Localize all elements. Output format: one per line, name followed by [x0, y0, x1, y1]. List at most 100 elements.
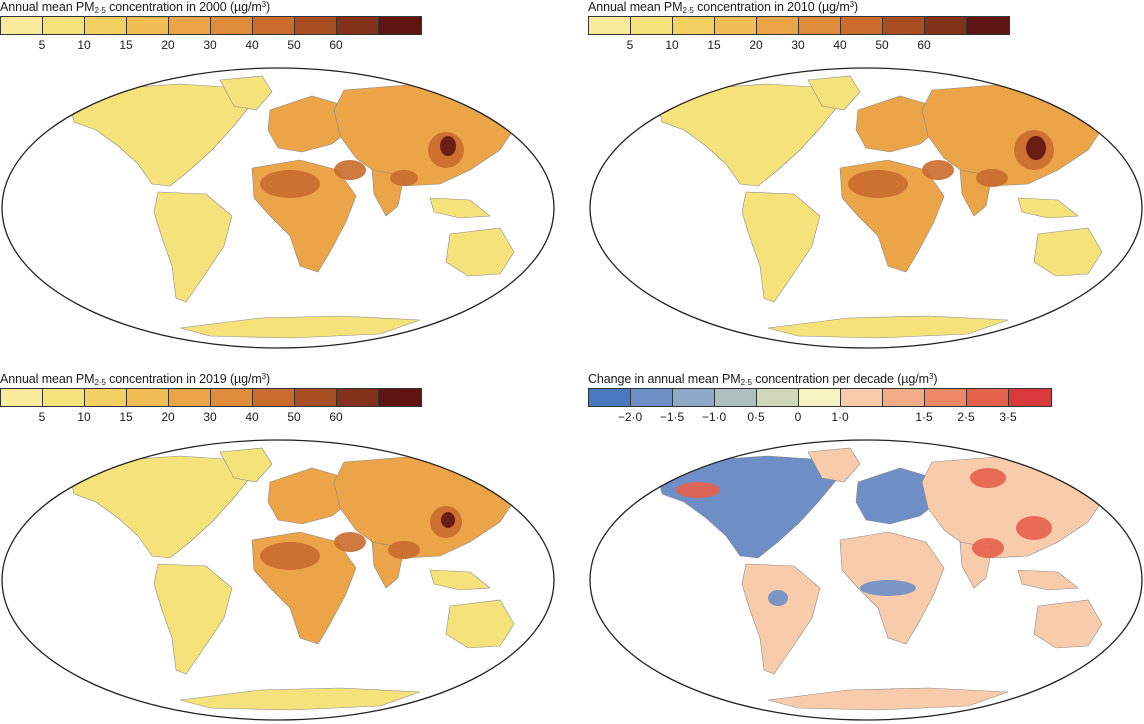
legend-tick-label: 15	[119, 410, 133, 424]
legend-tick-label: 60	[329, 410, 343, 424]
legend-swatch	[715, 17, 757, 34]
landmass-maritime-se-asia	[1017, 569, 1079, 591]
landmass-north-america	[657, 455, 839, 559]
legend-tick-label: −1·5	[659, 410, 685, 424]
landmass-europe	[267, 467, 353, 525]
china-peak	[441, 512, 455, 528]
legend-swatch	[169, 389, 211, 406]
landmass-north-america	[657, 83, 839, 187]
legend-swatch	[169, 17, 211, 34]
landmass-antarctica	[179, 687, 421, 711]
landmass-antarctica	[767, 687, 1009, 711]
map-frame	[589, 439, 1143, 721]
landmass-australia	[1033, 599, 1103, 649]
india-hotspot	[390, 170, 418, 186]
legend-swatch	[883, 389, 925, 406]
landmass-europe	[855, 467, 941, 525]
legend-swatch	[127, 17, 169, 34]
landmass-europe	[855, 95, 941, 153]
legend-swatch	[211, 17, 253, 34]
legend-swatch	[841, 17, 883, 34]
legend-swatch	[1009, 389, 1051, 406]
legend-swatch	[757, 17, 799, 34]
legend-tick-label: 1·5	[915, 410, 933, 424]
map-panel-change: Change in annual mean PM2·5 concentratio…	[588, 372, 1144, 724]
legend-swatch	[715, 389, 757, 406]
legend-swatch	[631, 17, 673, 34]
legend-tick-labels: 5 10 15 20 30 40 50 60	[0, 38, 556, 54]
legend-tick-label: 5	[38, 38, 46, 52]
legend-tick-labels: 5 10 15 20 30 40 50 60	[0, 410, 556, 426]
legend-swatch	[883, 17, 925, 34]
world-map-2019	[1, 439, 555, 721]
india-hotspot	[388, 541, 420, 559]
legend-swatch	[295, 17, 337, 34]
legend-tick-label: −1·0	[701, 410, 727, 424]
legend-tick-label: 0	[794, 410, 802, 424]
china-peak	[440, 136, 456, 156]
color-legend	[588, 16, 1010, 35]
amazon-decrease	[768, 590, 788, 606]
legend-tick-label: 40	[245, 410, 259, 424]
india-increase	[972, 538, 1004, 558]
world-map-change	[589, 439, 1143, 721]
legend-tick-label: 5	[38, 410, 46, 424]
legend-tick-label: 50	[875, 38, 889, 52]
legend-tick-label: 20	[749, 38, 763, 52]
legend-swatch	[967, 389, 1009, 406]
legend-swatch	[337, 389, 379, 406]
middle-east-hotspot	[922, 160, 954, 180]
legend-tick-label: 2·5	[957, 410, 975, 424]
map-panel-2019: Annual mean PM2·5 concentration in 2019 …	[0, 372, 556, 724]
legend-tick-label: 40	[833, 38, 847, 52]
middle-east-hotspot	[334, 532, 366, 552]
legend-swatch	[589, 17, 631, 34]
legend-swatch	[43, 17, 85, 34]
legend-tick-label: 3·5	[999, 410, 1017, 424]
legend-tick-labels: −2·0 −1·5 −1·0 0·5 0 1·0 1·5 2·5 3·5	[588, 410, 1144, 426]
world-map-2000	[1, 67, 555, 349]
map-panel-2000: Annual mean PM2·5 concentration in 2000 …	[0, 0, 556, 352]
legend-tick-label: 10	[77, 38, 91, 52]
legend-swatch	[211, 389, 253, 406]
legend-swatch	[85, 389, 127, 406]
landmass-greenland	[219, 75, 273, 111]
legend-tick-label: 15	[707, 38, 721, 52]
sahara-hotspot	[848, 170, 908, 198]
landmass-south-america	[153, 191, 233, 303]
legend-swatch	[85, 17, 127, 34]
landmass-south-america	[153, 563, 233, 675]
legend-swatch	[799, 389, 841, 406]
legend-tick-label: 1·0	[831, 410, 849, 424]
landmass-maritime-se-asia	[429, 197, 491, 219]
panel-title: Annual mean PM2·5 concentration in 2019 …	[0, 372, 271, 387]
landmass-maritime-se-asia	[429, 569, 491, 591]
legend-tick-label: 60	[917, 38, 931, 52]
map-frame	[589, 67, 1143, 349]
legend-swatch	[673, 17, 715, 34]
legend-swatch	[1, 389, 43, 406]
legend-swatch	[757, 389, 799, 406]
east-asia-increase	[1016, 516, 1052, 540]
legend-swatch	[253, 389, 295, 406]
map-panel-2010: Annual mean PM2·5 concentration in 2010 …	[588, 0, 1144, 352]
legend-tick-label: 30	[791, 38, 805, 52]
legend-swatch	[631, 389, 673, 406]
legend-tick-label: 0·5	[747, 410, 765, 424]
legend-tick-label: 20	[161, 410, 175, 424]
sahara-hotspot	[260, 170, 320, 198]
legend-tick-label: 40	[245, 38, 259, 52]
legend-tick-label: 15	[119, 38, 133, 52]
landmass-australia	[445, 227, 515, 277]
legend-swatch	[673, 389, 715, 406]
landmass-maritime-se-asia	[1017, 197, 1079, 219]
landmass-north-america	[69, 455, 251, 559]
sahara-hotspot	[260, 542, 320, 570]
legend-swatch	[337, 17, 379, 34]
landmass-greenland	[807, 447, 861, 483]
map-frame	[1, 439, 555, 721]
world-map-2010	[589, 67, 1143, 349]
legend-tick-label: 5	[626, 38, 634, 52]
legend-tick-label: 10	[77, 410, 91, 424]
landmass-europe	[267, 95, 353, 153]
